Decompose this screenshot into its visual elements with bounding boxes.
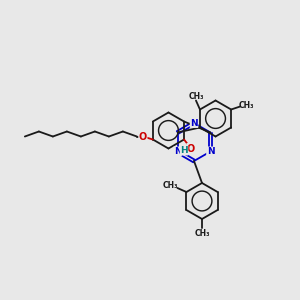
Text: CH₃: CH₃ (194, 229, 210, 238)
Text: N: N (190, 118, 198, 127)
Text: CH₃: CH₃ (163, 182, 178, 190)
Text: O: O (139, 131, 147, 142)
Text: N: N (207, 147, 214, 156)
Text: CH₃: CH₃ (188, 92, 204, 101)
Text: N: N (174, 147, 182, 156)
Text: CH₃: CH₃ (238, 101, 254, 110)
Text: O: O (187, 143, 195, 154)
Text: H: H (180, 146, 188, 155)
